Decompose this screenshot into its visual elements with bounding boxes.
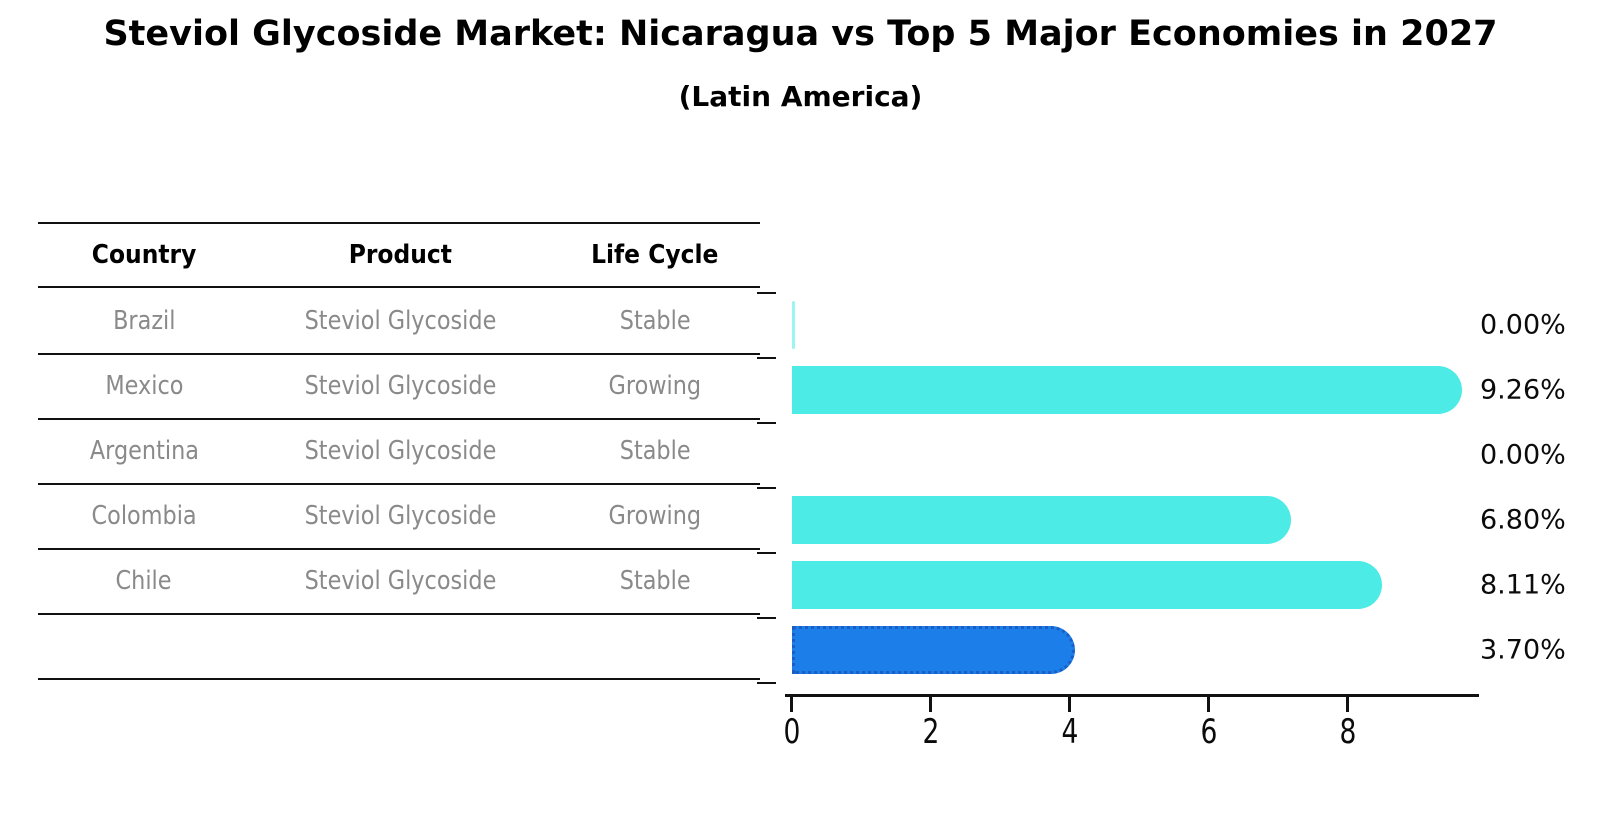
chart-subtitle: (Latin America) [678, 80, 923, 113]
bar-chile [792, 561, 1382, 609]
y-axis-tick [757, 487, 776, 489]
cell-country: Colombia [91, 500, 197, 531]
cell-lifecycle: Stable [619, 305, 691, 336]
cell-lifecycle: Stable [619, 565, 691, 596]
y-axis-tick [757, 357, 776, 359]
cell-product: Steviol Glycoside [304, 500, 496, 531]
column-header-product: Product [348, 240, 452, 270]
table-border-top [38, 222, 760, 224]
cell-lifecycle: Stable [619, 435, 691, 466]
y-axis-tick [757, 422, 776, 424]
x-tick-label-0: 0 [783, 712, 801, 752]
value-label-colombia: 6.80% [1480, 504, 1566, 536]
cell-country: Mexico [104, 370, 184, 401]
cell-country: Argentina [89, 435, 199, 466]
column-header-lifecycle: Life Cycle [591, 240, 719, 270]
y-axis-tick [757, 682, 776, 684]
cell-lifecycle: Growing [608, 500, 702, 531]
row-separator [38, 353, 760, 355]
x-axis-line [785, 694, 1479, 697]
table-header-separator [38, 286, 760, 288]
bar-mexico [792, 366, 1462, 414]
table-row-colombia: Colombia Steviol Glycoside Growing [38, 483, 760, 548]
value-label-argentina: 0.00% [1480, 439, 1566, 471]
value-label-nicaragua: 3.70% [1480, 634, 1566, 666]
y-axis-tick [757, 292, 776, 294]
bar-brazil [792, 301, 795, 349]
x-tick-label-2: 2 [922, 712, 940, 752]
x-tick-label-6: 6 [1200, 712, 1218, 752]
table-row-nicaragua [38, 613, 760, 678]
value-label-brazil: 0.00% [1480, 309, 1566, 341]
table-header-row: Country Product Life Cycle [38, 222, 760, 288]
y-axis-tick [757, 552, 776, 554]
x-axis-tick [1207, 697, 1210, 712]
table-row-mexico: Mexico Steviol Glycoside Growing [38, 353, 760, 418]
value-label-mexico: 9.26% [1480, 374, 1566, 406]
row-separator [38, 483, 760, 485]
x-tick-label-4: 4 [1061, 712, 1079, 752]
x-axis-tick [790, 697, 793, 712]
cell-lifecycle: Growing [608, 370, 702, 401]
cell-country: Brazil [112, 305, 176, 336]
y-axis-tick [757, 617, 776, 619]
cell-country: Chile [116, 565, 172, 596]
value-label-chile: 8.11% [1480, 569, 1566, 601]
x-axis-tick [1068, 697, 1071, 712]
cell-product: Steviol Glycoside [304, 305, 496, 336]
chart-title: Steviol Glycoside Market: Nicaragua vs T… [103, 14, 1498, 54]
x-tick-label-8: 8 [1339, 712, 1357, 752]
cell-product: Steviol Glycoside [304, 565, 496, 596]
table-row-brazil: Brazil Steviol Glycoside Stable [38, 288, 760, 353]
row-separator [38, 418, 760, 420]
row-separator [38, 613, 760, 615]
row-separator [38, 548, 760, 550]
table-row-argentina: Argentina Steviol Glycoside Stable [38, 418, 760, 483]
x-axis-tick [1346, 697, 1349, 712]
column-header-country: Country [91, 240, 197, 270]
table-row-chile: Chile Steviol Glycoside Stable [38, 548, 760, 613]
table-border-bottom [38, 678, 760, 680]
x-axis-tick [929, 697, 932, 712]
bar-colombia [792, 496, 1291, 544]
cell-product: Steviol Glycoside [304, 435, 496, 466]
cell-product: Steviol Glycoside [304, 370, 496, 401]
bar-nicaragua [792, 626, 1076, 674]
